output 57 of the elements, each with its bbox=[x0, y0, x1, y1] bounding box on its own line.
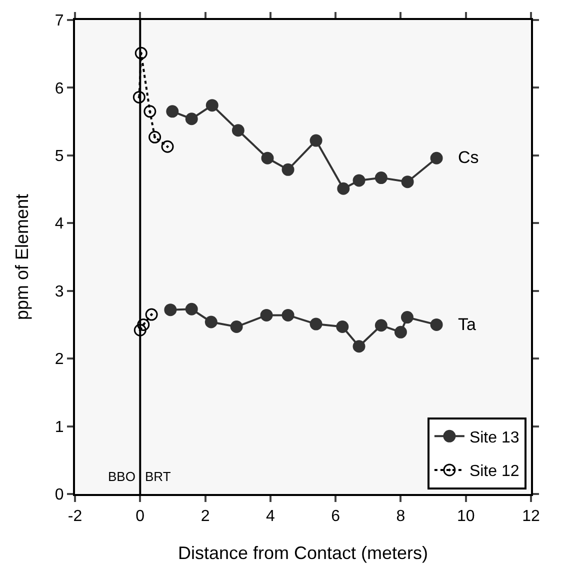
y-tick-label: 2 bbox=[54, 351, 64, 368]
annotation: BRT bbox=[145, 469, 171, 484]
point bbox=[185, 112, 198, 126]
x-tick-label: 10 bbox=[456, 508, 475, 526]
point bbox=[134, 46, 148, 60]
point bbox=[148, 130, 162, 144]
legend-label: Site 12 bbox=[469, 463, 520, 480]
y-tick-label: 5 bbox=[54, 148, 64, 166]
point bbox=[261, 152, 274, 164]
y-tick-label: 1 bbox=[54, 418, 64, 436]
y-tick-label: 0 bbox=[54, 486, 64, 504]
x-tick-label: 0 bbox=[136, 508, 145, 526]
point bbox=[282, 308, 294, 322]
legend-label: Site 13 bbox=[469, 429, 520, 446]
x-tick-label: 8 bbox=[396, 508, 406, 526]
annotation: BBO bbox=[108, 469, 136, 484]
y-tick-label: 7 bbox=[54, 12, 64, 30]
point bbox=[204, 316, 218, 328]
point bbox=[400, 311, 414, 324]
point bbox=[352, 340, 366, 353]
point bbox=[336, 320, 349, 333]
point bbox=[282, 163, 294, 176]
point bbox=[260, 308, 273, 322]
point bbox=[166, 105, 179, 118]
x-tick-label: -2 bbox=[68, 508, 82, 526]
point bbox=[164, 304, 177, 316]
point bbox=[232, 124, 244, 137]
annotation: Cs bbox=[458, 148, 479, 167]
x-tick-label: 12 bbox=[522, 508, 540, 526]
y-tick-label: 3 bbox=[54, 283, 64, 300]
point bbox=[137, 318, 150, 331]
point bbox=[132, 90, 146, 104]
x-tick-label: 4 bbox=[266, 508, 275, 526]
y-tick-label: 4 bbox=[54, 216, 64, 233]
point bbox=[394, 326, 407, 338]
point bbox=[430, 318, 443, 331]
point bbox=[337, 182, 350, 195]
point bbox=[134, 324, 146, 336]
x-tick-label: 2 bbox=[200, 508, 210, 526]
point bbox=[374, 172, 388, 184]
point bbox=[206, 99, 218, 112]
point bbox=[185, 302, 198, 316]
point bbox=[352, 174, 366, 187]
point bbox=[401, 176, 414, 188]
point bbox=[144, 105, 156, 118]
point bbox=[161, 140, 174, 153]
point bbox=[374, 319, 388, 332]
y-tick-label: 6 bbox=[54, 80, 64, 98]
x-tick-label: 6 bbox=[331, 508, 340, 526]
point bbox=[230, 320, 243, 333]
annotation: Ta bbox=[458, 315, 476, 334]
y-axis-title: ppm of Element bbox=[12, 194, 32, 320]
point bbox=[430, 152, 443, 164]
point bbox=[145, 308, 158, 321]
point bbox=[310, 318, 322, 330]
x-axis-title: Distance from Contact (meters) bbox=[178, 543, 428, 563]
point bbox=[310, 134, 322, 147]
